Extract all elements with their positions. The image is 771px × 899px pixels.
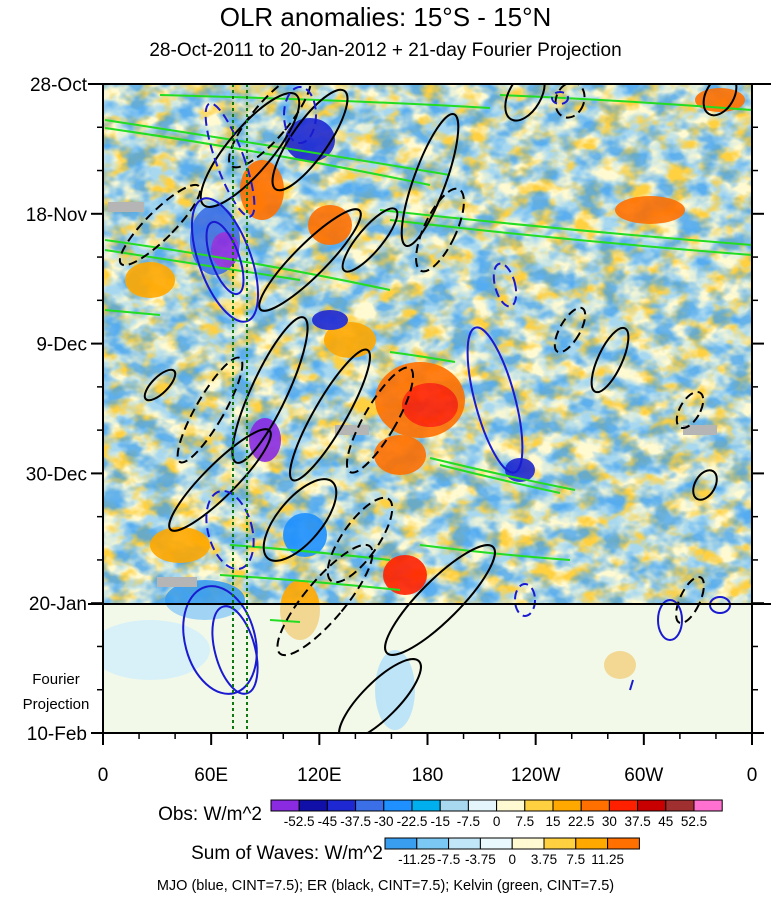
legend-level-label: 3.75 xyxy=(531,852,557,867)
legend-swatch xyxy=(467,799,498,812)
legend-level-label: 45 xyxy=(658,814,673,829)
x-tick-label: 0 xyxy=(747,765,758,786)
legend-level-label: 11.25 xyxy=(591,852,624,867)
legend-level-label: 15 xyxy=(545,814,560,829)
legend-level-label: 7.5 xyxy=(515,814,534,829)
legend-level-label: -3.75 xyxy=(465,852,496,867)
legend-swatch xyxy=(416,837,450,850)
legend-swatch xyxy=(693,799,723,812)
legend-swatch xyxy=(439,799,469,812)
y-axis: 28-Oct 18-Nov 9-Dec 30-Dec 20-Jan 10-Feb xyxy=(26,75,764,745)
x-tick-label: 0 xyxy=(98,765,109,786)
legend-level-label: 37.5 xyxy=(624,814,650,829)
legend-level-label: -22.5 xyxy=(397,814,428,829)
x-axis: 0 60E 120E 180 120W 60W 0 xyxy=(98,733,758,786)
legend-swatch xyxy=(580,799,610,812)
x-tick-label: 180 xyxy=(412,765,444,786)
legend-swatch xyxy=(448,837,481,850)
legend-swatch xyxy=(524,799,554,812)
y-tick-label: 20-Jan xyxy=(29,594,87,615)
y-tick-label: 18-Nov xyxy=(26,205,88,226)
er-contours-negative xyxy=(118,84,705,657)
x-tick-label: 120W xyxy=(511,765,561,786)
legend-swatch xyxy=(665,799,695,812)
legend-level-label: -45 xyxy=(318,814,338,829)
obs-legend-label: Obs: W/m^2 xyxy=(158,804,262,825)
legend-level-label: -7.5 xyxy=(437,852,460,867)
legend-swatch xyxy=(496,799,526,812)
legend-level-label: 0 xyxy=(508,852,516,867)
legend-swatch xyxy=(355,799,385,812)
legend-swatch xyxy=(575,837,609,850)
legend-swatch xyxy=(384,837,418,850)
legend-swatch xyxy=(552,799,582,812)
mjo-contours xyxy=(182,197,731,695)
y-tick-label: 10-Feb xyxy=(27,724,87,745)
legend-level-label: -7.5 xyxy=(457,814,480,829)
legend-level-label: -11.25 xyxy=(398,852,435,867)
waves-legend-label: Sum of Waves: W/m^2 xyxy=(191,843,383,864)
legend-level-label: 7.5 xyxy=(566,852,585,867)
waves-legend: -11.25 -7.5 -3.75 0 3.75 7.5 11.25 xyxy=(384,837,640,867)
legend-swatch xyxy=(270,799,300,812)
chart-title: OLR anomalies: 15°S - 15°N xyxy=(219,2,552,32)
legend-level-label: -15 xyxy=(430,814,450,829)
legend-swatch xyxy=(479,837,513,850)
y-tick-label: 28-Oct xyxy=(30,75,88,96)
projection-label-line1: Fourier xyxy=(32,671,80,688)
legend-level-label: 22.5 xyxy=(568,814,594,829)
legend-swatch xyxy=(411,799,441,812)
er-contours xyxy=(143,84,738,733)
legend-swatch xyxy=(608,799,639,812)
legend-swatch xyxy=(298,799,328,812)
x-tick-label: 120E xyxy=(297,765,341,786)
chart-subtitle: 28-Oct-2011 to 20-Jan-2012 + 21-day Four… xyxy=(149,40,622,61)
legend-swatch xyxy=(637,799,667,812)
legend-swatch xyxy=(326,799,357,812)
contour-footnote: MJO (blue, CINT=7.5); ER (black, CINT=7.… xyxy=(156,878,615,894)
x-tick-label: 60W xyxy=(624,765,663,786)
legend-level-label: 0 xyxy=(493,814,501,829)
projection-label-line2: Projection xyxy=(23,696,90,713)
y-tick-label: 30-Dec xyxy=(26,464,87,485)
legend-level-label: -30 xyxy=(374,814,394,829)
legend-level-label: -37.5 xyxy=(340,814,371,829)
legend-level-label: -52.5 xyxy=(284,814,315,829)
obs-legend: -52.5 -45 -37.5 -30 -22.5 -15 -7.5 0 7.5 15 22.5 30… xyxy=(270,799,723,829)
y-tick-label: 9-Dec xyxy=(36,335,87,356)
legend-swatch xyxy=(383,799,413,812)
legend-level-label: 30 xyxy=(602,814,617,829)
kelvin-contours xyxy=(104,94,752,623)
legend-swatch xyxy=(511,837,545,850)
olr-field xyxy=(103,84,752,733)
x-tick-label: 60E xyxy=(194,765,228,786)
legend-level-label: 52.5 xyxy=(681,814,707,829)
legend-swatch xyxy=(607,837,640,850)
legend-swatch xyxy=(543,837,577,850)
